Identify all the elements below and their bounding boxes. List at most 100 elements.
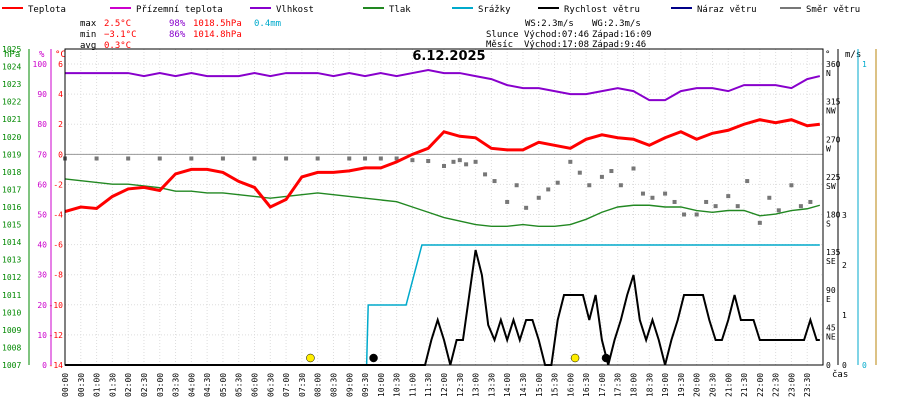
wind-direction-point — [514, 183, 519, 188]
temp-tick: -6 — [53, 241, 63, 250]
x-tick: 21:00 — [724, 373, 733, 397]
x-tick: 15:00 — [535, 373, 544, 397]
x-tick: 01:30 — [108, 373, 117, 397]
wind-speed-line — [65, 249, 820, 366]
pct-tick: 90 — [37, 90, 47, 99]
wind-direction-point — [505, 199, 510, 204]
wind-direction-point — [694, 212, 699, 217]
rain-tick: 1 — [862, 60, 867, 69]
wind-tick: 0 — [842, 361, 847, 370]
hpa-tick: 1016 — [2, 203, 21, 212]
hpa-tick: 1020 — [2, 133, 21, 142]
wind-direction-point — [663, 191, 668, 196]
pct-tick: 80 — [37, 120, 47, 129]
info-ws: WS:2.3m/s — [525, 19, 574, 29]
x-axis: 00:00 00:30 01:00 01:30 02:00 02:30 03:00 03:30… — [61, 369, 848, 397]
x-tick: 22:30 — [772, 373, 781, 397]
wind-tick: 1 — [842, 311, 847, 320]
x-tick: 16:30 — [582, 373, 591, 397]
wind-direction-point — [189, 156, 194, 161]
hpa-tick: 1011 — [2, 291, 21, 300]
stat-temp: 2.5°C — [104, 19, 131, 29]
wind-direction-point — [555, 180, 560, 185]
wind-direction-point — [363, 156, 368, 161]
wind-direction-point — [640, 191, 645, 196]
info-sunrise: Východ:07:46 — [524, 30, 589, 40]
x-tick: 02:30 — [140, 373, 149, 397]
stat-pressure: 1014.8hPa — [193, 30, 242, 40]
wind-direction-point — [492, 179, 497, 184]
wind-direction-point — [394, 156, 399, 161]
hpa-tick: 1007 — [2, 361, 21, 370]
x-tick: 05:00 — [219, 373, 228, 397]
moonset-marker — [369, 353, 378, 363]
wind-direction-point — [457, 158, 462, 163]
info-wg: WG:2.3m/s — [592, 19, 641, 29]
legend: Teplota Přízemní teplota Vlhkost Tlak Srážky… — [0, 0, 900, 17]
hpa-tick: 1008 — [2, 343, 21, 352]
wind-direction-point — [757, 220, 762, 225]
x-tick: 09:30 — [361, 373, 370, 397]
hpa-unit: hPa — [4, 50, 20, 60]
wind-direction-point — [767, 195, 772, 200]
sunrise-marker — [306, 353, 315, 363]
temp-tick: 4 — [58, 90, 63, 99]
hpa-tick: 1009 — [2, 326, 21, 335]
temp-tick: -8 — [53, 271, 63, 280]
temp-tick: 0 — [58, 150, 63, 159]
legend-label: Přízemní teplota — [136, 5, 223, 15]
x-tick: 22:00 — [756, 373, 765, 397]
dir-tick: W — [826, 144, 831, 153]
dir-tick: S — [826, 220, 831, 229]
temp-unit: °C — [55, 50, 66, 60]
info-moon: Měsíc — [486, 40, 513, 50]
x-tick: 17:00 — [598, 373, 607, 397]
x-tick: 07:00 — [282, 373, 291, 397]
pct-tick: 50 — [37, 211, 47, 220]
temp-tick: -12 — [49, 331, 64, 340]
x-tick: 08:30 — [329, 373, 338, 397]
stat-temp: 0.3°C — [104, 41, 131, 51]
stat-temp: −3.1°C — [104, 30, 137, 40]
legend-label: Směr větru — [806, 5, 860, 15]
wind-direction-point — [609, 169, 614, 174]
stats-block: max 2.5°C 98% 1018.5hPa 0.4mm min −3.1°C 86% 101… — [80, 19, 281, 51]
deg-tick: 45 — [826, 323, 836, 332]
x-tick: 23:00 — [787, 373, 796, 397]
wind-direction-point — [808, 199, 813, 204]
x-tick: 17:30 — [614, 373, 623, 397]
wind-direction-point — [284, 156, 289, 161]
wind-direction-point — [672, 199, 677, 204]
deg-tick: 315 — [826, 98, 841, 107]
stat-humidity: 86% — [169, 30, 186, 40]
wind-direction-point — [789, 183, 794, 188]
wind-unit: m/s — [845, 50, 861, 60]
legend-label: Srážky — [478, 5, 511, 15]
legend-label: Rychlost větru — [564, 5, 640, 15]
temp-tick: -14 — [49, 361, 64, 370]
x-tick: 20:30 — [708, 373, 717, 397]
x-axis-label: čas — [832, 369, 848, 380]
info-moonrise: Východ:17:08 — [524, 40, 589, 50]
stat-label: max — [80, 19, 97, 29]
wind-direction-point — [536, 195, 541, 200]
hpa-tick: 1025 — [2, 45, 21, 54]
temp-tick: 2 — [58, 120, 63, 129]
wind-direction-point — [347, 156, 352, 161]
x-tick: 20:00 — [693, 373, 702, 397]
hpa-tick: 1019 — [2, 150, 21, 159]
wind-direction-point — [631, 166, 636, 171]
temp-tick: -2 — [53, 180, 63, 189]
wind-direction-point — [776, 208, 781, 213]
x-tick: 15:30 — [551, 373, 560, 397]
wind-direction-point — [726, 194, 731, 199]
x-tick: 00:00 — [61, 373, 70, 397]
x-tick: 23:30 — [803, 373, 812, 397]
sunset-marker — [570, 353, 580, 363]
dir-tick: SW — [826, 182, 836, 191]
dir-tick: NW — [826, 107, 836, 116]
wind-direction-point — [483, 172, 488, 177]
hpa-tick: 1023 — [2, 80, 21, 89]
x-tick: 00:30 — [77, 373, 86, 397]
